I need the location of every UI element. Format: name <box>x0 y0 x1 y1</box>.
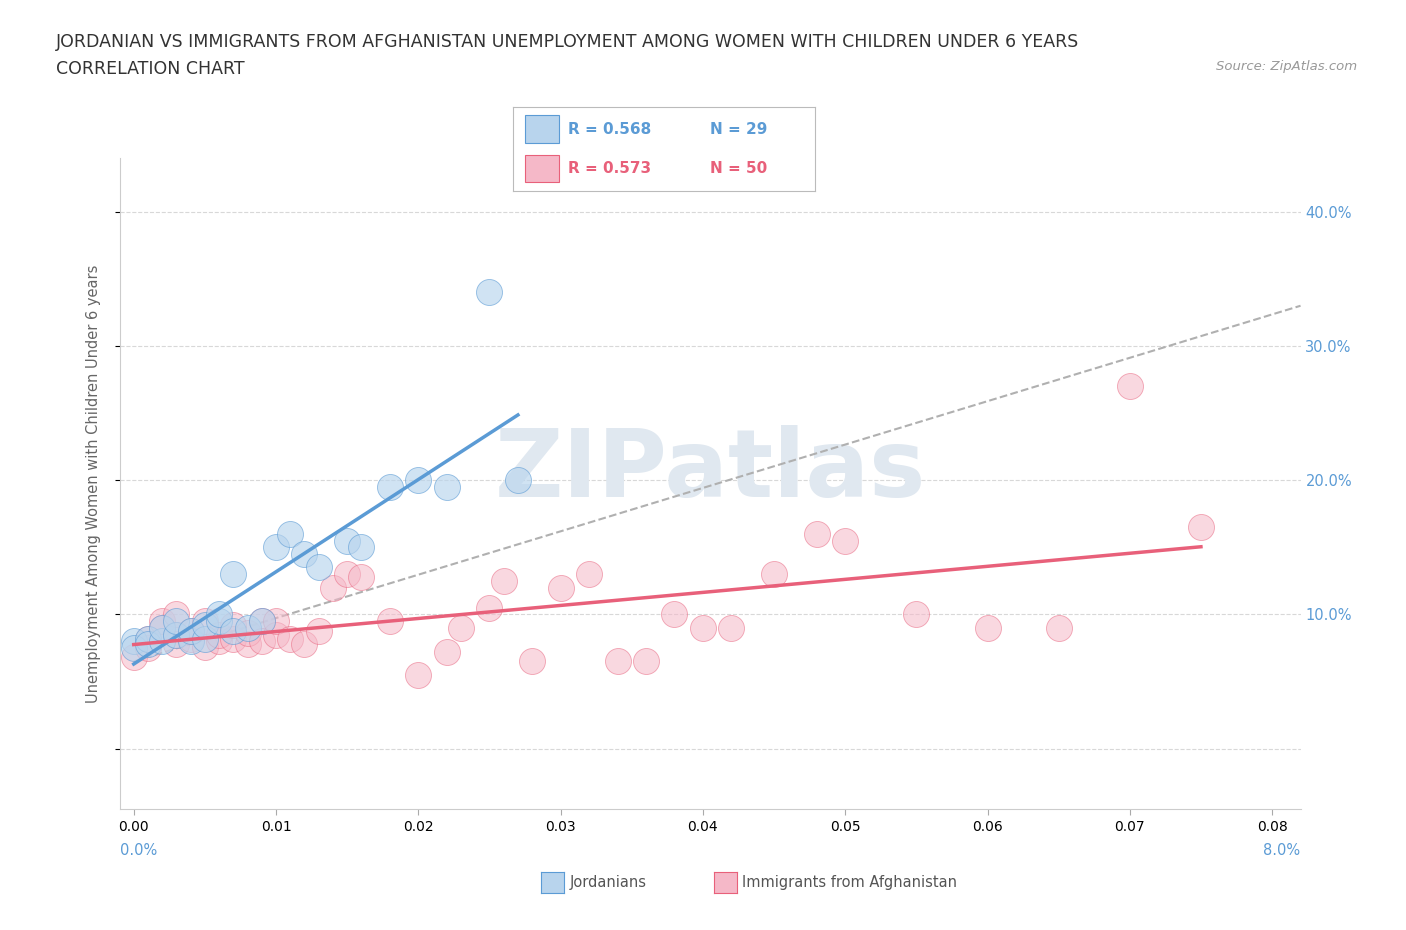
Point <box>308 623 330 638</box>
Point <box>194 618 217 632</box>
Point <box>222 631 245 646</box>
Point <box>378 480 401 495</box>
Point <box>350 540 373 555</box>
Bar <box>526 154 558 182</box>
Text: Jordanians: Jordanians <box>569 875 647 890</box>
Point <box>194 614 217 629</box>
Point <box>222 618 245 632</box>
Point <box>136 631 159 646</box>
Y-axis label: Unemployment Among Women with Children Under 6 years: Unemployment Among Women with Children U… <box>86 264 101 703</box>
Text: 0.0%: 0.0% <box>120 844 156 858</box>
Point <box>806 526 828 541</box>
Point <box>408 472 430 487</box>
Point <box>180 623 202 638</box>
Point <box>150 620 173 635</box>
Point <box>1047 620 1070 635</box>
Point <box>336 566 359 581</box>
Text: Immigrants from Afghanistan: Immigrants from Afghanistan <box>742 875 957 890</box>
Point <box>165 627 187 642</box>
Point <box>278 526 301 541</box>
Text: JORDANIAN VS IMMIGRANTS FROM AFGHANISTAN UNEMPLOYMENT AMONG WOMEN WITH CHILDREN : JORDANIAN VS IMMIGRANTS FROM AFGHANISTAN… <box>56 33 1080 50</box>
Point <box>408 668 430 683</box>
Point <box>222 566 245 581</box>
Point <box>664 607 686 622</box>
Point <box>165 636 187 651</box>
Point <box>692 620 714 635</box>
Point <box>322 580 344 595</box>
Point <box>165 607 187 622</box>
Point <box>236 620 259 635</box>
Point <box>208 627 231 642</box>
Point <box>250 614 273 629</box>
Point <box>236 636 259 651</box>
Text: CORRELATION CHART: CORRELATION CHART <box>56 60 245 78</box>
Point <box>165 614 187 629</box>
Point <box>905 607 928 622</box>
Point <box>264 540 287 555</box>
Point <box>150 614 173 629</box>
Point <box>1189 520 1212 535</box>
Text: ZIPatlas: ZIPatlas <box>495 425 925 516</box>
Point <box>180 623 202 638</box>
Point <box>180 631 202 646</box>
Point <box>150 634 173 649</box>
Point <box>834 533 856 548</box>
Point <box>264 627 287 642</box>
Point <box>294 547 316 562</box>
Point <box>720 620 742 635</box>
Point <box>976 620 998 635</box>
Text: N = 50: N = 50 <box>710 161 766 176</box>
Point <box>634 654 657 669</box>
Point <box>194 639 217 654</box>
Point <box>180 634 202 649</box>
Text: Source: ZipAtlas.com: Source: ZipAtlas.com <box>1216 60 1357 73</box>
Point <box>122 641 145 656</box>
Point <box>350 569 373 584</box>
Point <box>136 641 159 656</box>
Point <box>294 636 316 651</box>
Point <box>436 644 458 659</box>
Point <box>606 654 628 669</box>
Point <box>506 472 529 487</box>
Point <box>250 614 273 629</box>
Point <box>378 614 401 629</box>
Point <box>165 627 187 642</box>
Point <box>278 631 301 646</box>
Point <box>208 607 231 622</box>
Point <box>136 631 159 646</box>
Point <box>578 566 600 581</box>
Point <box>122 650 145 665</box>
Point <box>478 285 501 299</box>
Point <box>194 631 217 646</box>
Point <box>478 601 501 616</box>
Text: 8.0%: 8.0% <box>1264 844 1301 858</box>
Point <box>122 634 145 649</box>
Text: N = 29: N = 29 <box>710 122 768 137</box>
Point <box>1119 379 1142 393</box>
Point <box>492 574 515 589</box>
Point <box>264 614 287 629</box>
Point <box>520 654 543 669</box>
Point <box>763 566 786 581</box>
Point <box>222 623 245 638</box>
Point <box>550 580 572 595</box>
Point <box>150 620 173 635</box>
Point <box>236 626 259 641</box>
Point <box>436 480 458 495</box>
Point <box>250 634 273 649</box>
Text: R = 0.568: R = 0.568 <box>568 122 651 137</box>
Point <box>450 620 472 635</box>
Point <box>208 634 231 649</box>
Point <box>208 614 231 629</box>
Point <box>308 560 330 575</box>
Bar <box>526 115 558 143</box>
Point <box>336 533 359 548</box>
Text: R = 0.573: R = 0.573 <box>568 161 651 176</box>
Point <box>136 636 159 651</box>
